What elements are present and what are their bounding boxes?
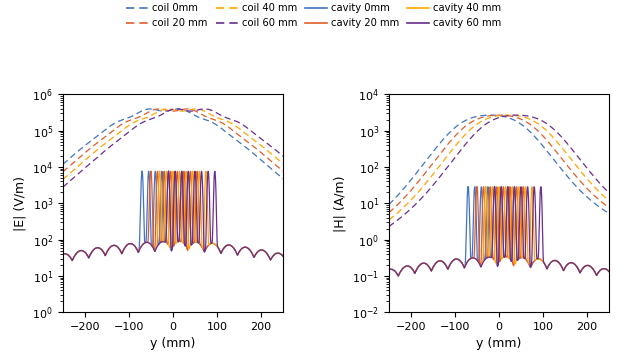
Y-axis label: |H| (A/m): |H| (A/m) (333, 175, 347, 232)
Legend: coil 0mm, coil 20 mm, coil 40 mm, coil 60 mm, cavity 0mm, cavity 20 mm, cavity 4: coil 0mm, coil 20 mm, coil 40 mm, coil 6… (124, 1, 504, 30)
X-axis label: y (mm): y (mm) (150, 338, 196, 350)
X-axis label: y (mm): y (mm) (476, 338, 522, 350)
Y-axis label: |E| (V/m): |E| (V/m) (14, 176, 27, 231)
